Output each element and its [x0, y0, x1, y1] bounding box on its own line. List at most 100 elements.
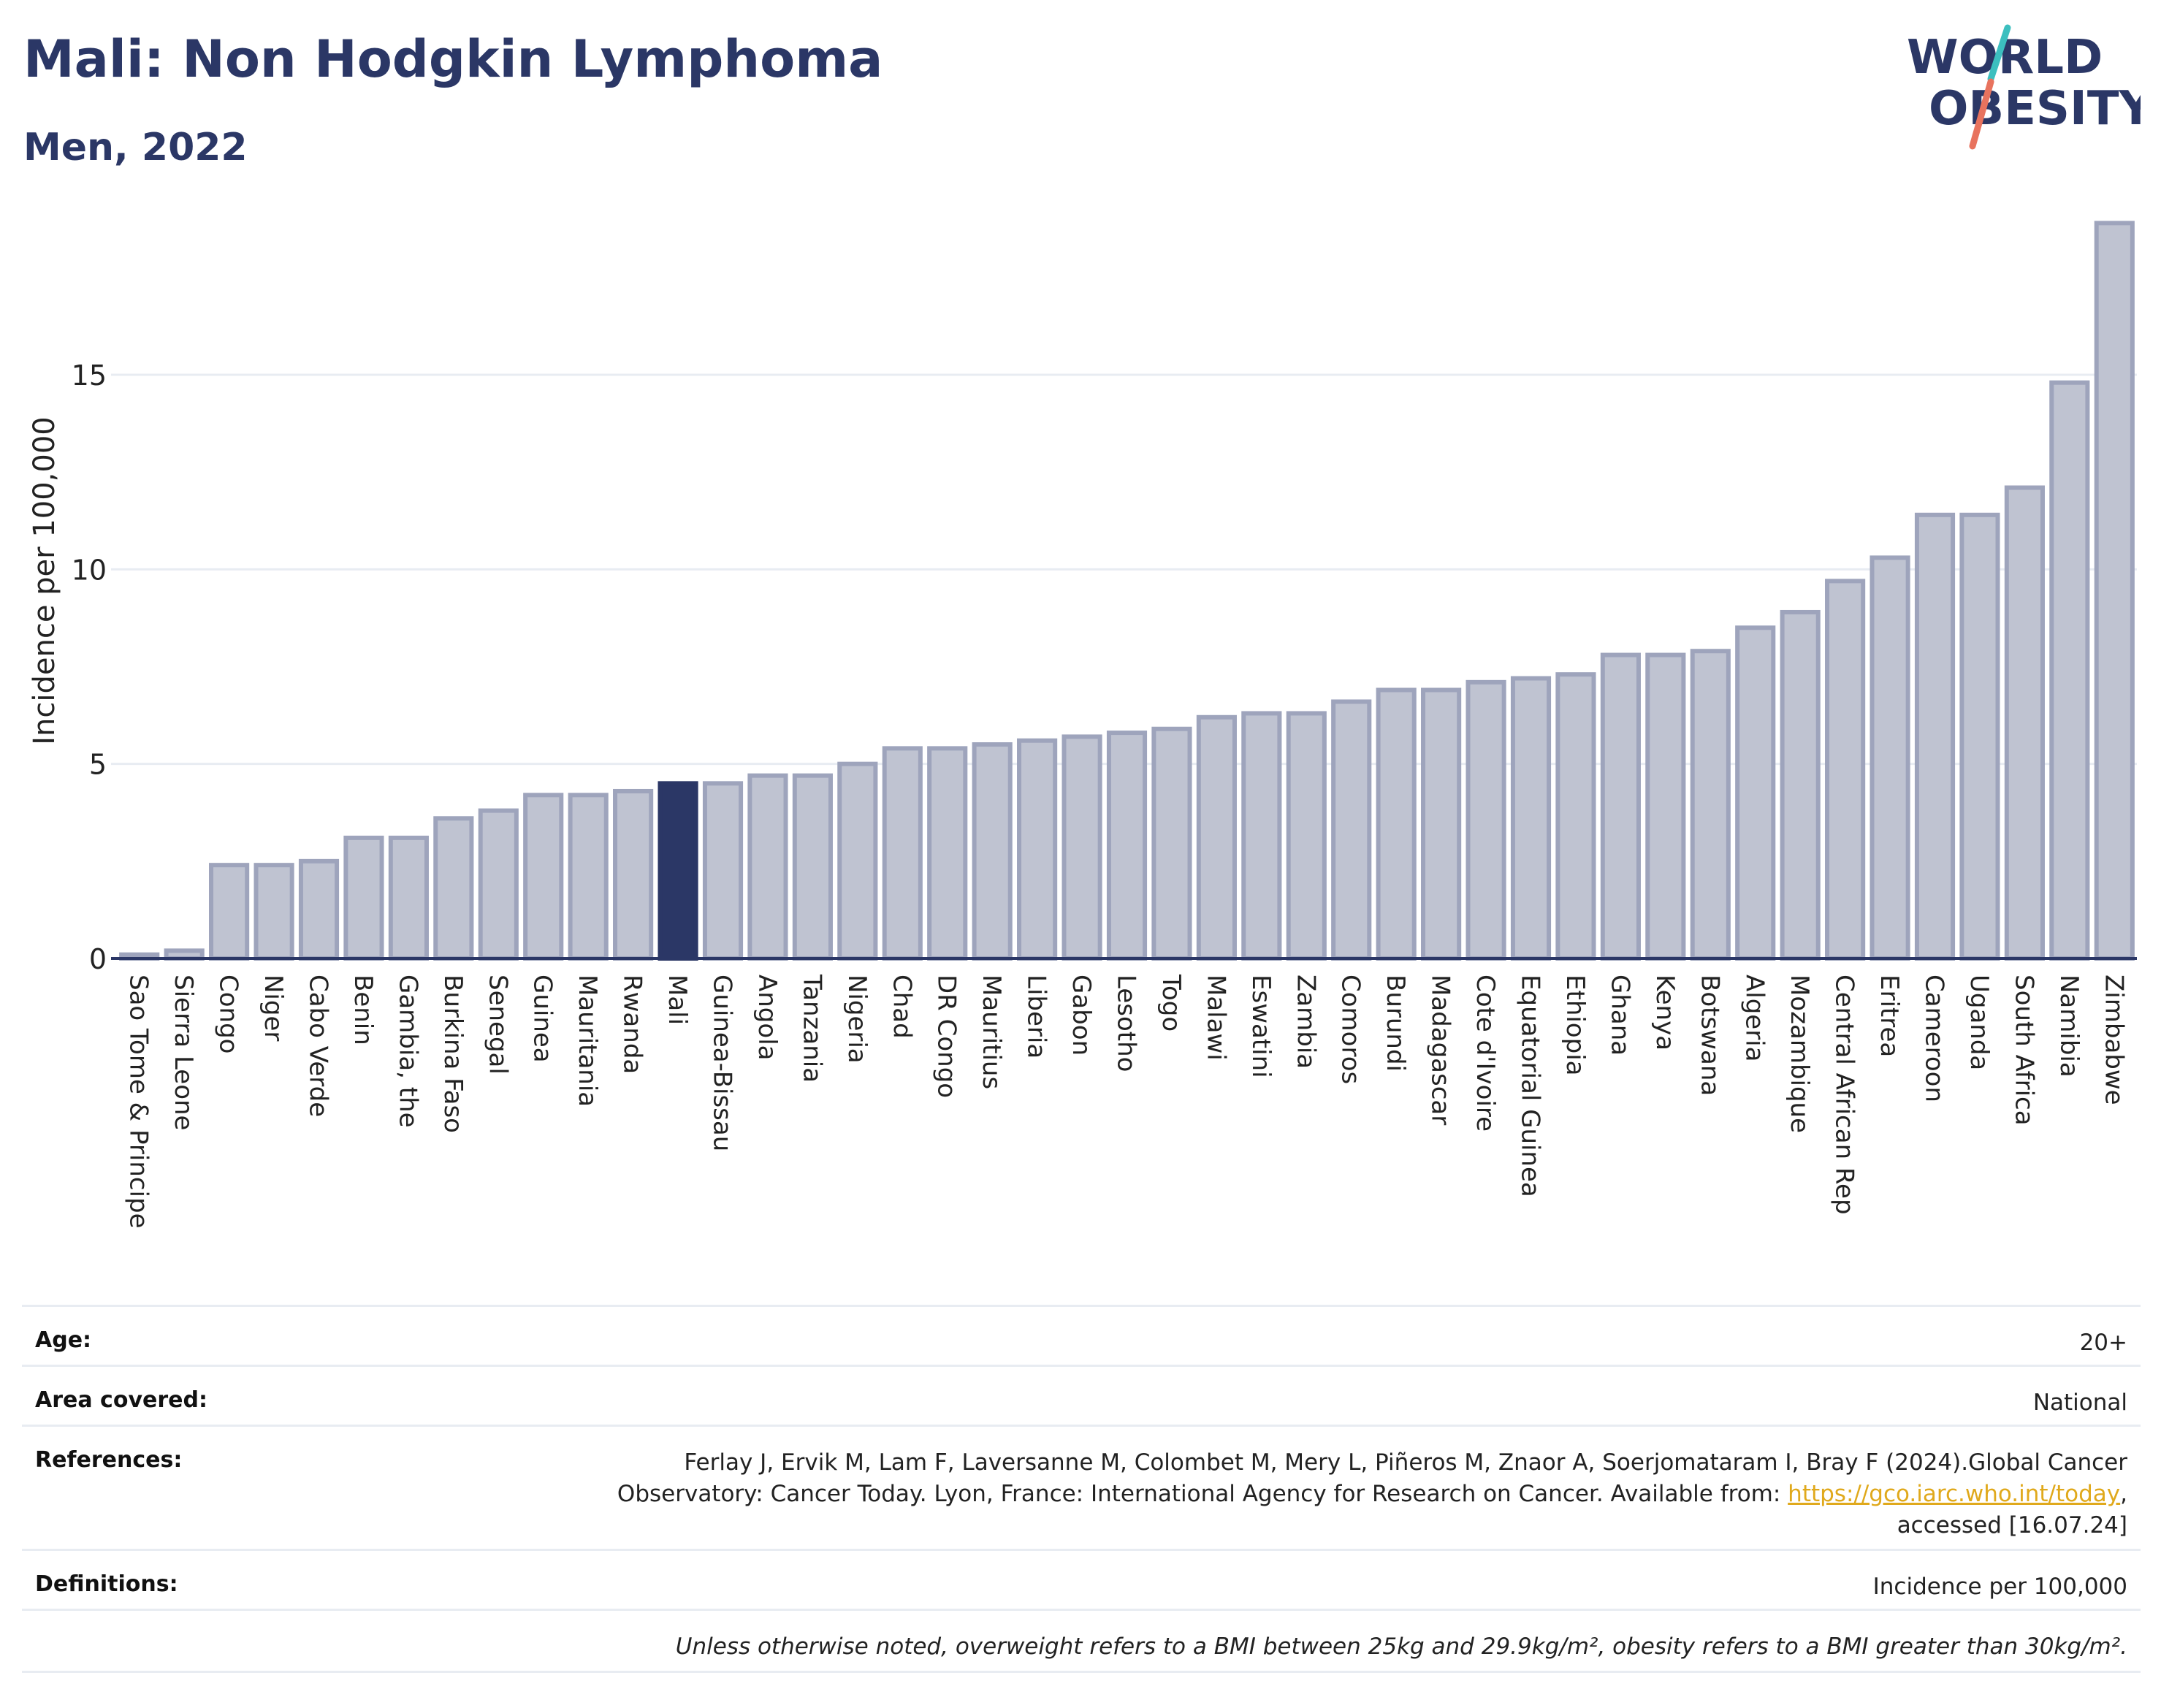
bar-equatorial-guinea — [1510, 676, 1552, 961]
bar-ghana — [1600, 652, 1641, 961]
bar-nigeria — [837, 761, 878, 961]
x-tick-label: Eritrea — [1875, 975, 1904, 1057]
bar-cote-d-ivoire — [1466, 679, 1506, 961]
chart-title: Mali: Non Hodgkin Lymphoma — [23, 29, 883, 89]
x-tick-label: Cameroon — [1920, 975, 1949, 1102]
bar-mauritania — [568, 793, 609, 961]
x-tick-label: Tanzania — [797, 974, 826, 1083]
info-row-age: Age: 20+ — [22, 1305, 2141, 1365]
bar-liberia — [1017, 738, 1058, 961]
info-row-definitions: Definitions: Incidence per 100,000 — [22, 1549, 2141, 1609]
x-tick-label: Equatorial Guinea — [1516, 975, 1545, 1197]
bar-uganda — [1959, 512, 2000, 961]
bar-central-african-rep — [1825, 579, 1866, 961]
x-tick-label: South Africa — [2009, 975, 2038, 1126]
bar-south-africa — [2004, 485, 2045, 961]
chart-subtitle: Men, 2022 — [23, 126, 248, 169]
x-tick-label: Algeria — [1740, 975, 1769, 1061]
x-tick-label: Mozambique — [1785, 975, 1814, 1133]
x-tick-label: Madagascar — [1426, 975, 1455, 1125]
bar-benin — [343, 835, 384, 961]
bar-namibia — [2049, 380, 2090, 961]
y-axis-label: Incidence per 100,000 — [28, 416, 61, 745]
x-tick-label: Gambia, the — [393, 975, 422, 1128]
x-tick-label: Niger — [259, 975, 288, 1041]
x-tick-label: Gabon — [1067, 975, 1096, 1056]
x-tick-label: Liberia — [1022, 975, 1051, 1059]
x-tick-label: Lesotho — [1112, 975, 1141, 1072]
bar-mauritius — [972, 742, 1013, 961]
bar-burundi — [1376, 687, 1417, 961]
logo-slash-teal — [1987, 24, 2011, 83]
bar-rwanda — [613, 788, 654, 961]
x-tick-label: Rwanda — [618, 975, 647, 1074]
bar-dr-congo — [927, 746, 968, 961]
x-tick-label: Togo — [1156, 974, 1186, 1032]
y-tick-label: 15 — [72, 359, 107, 392]
bar-botswana — [1690, 649, 1731, 961]
x-tick-label: Central African Rep — [1830, 975, 1859, 1215]
info-row-note: Unless otherwise noted, overweight refer… — [22, 1609, 2141, 1673]
x-tick-label: Angola — [752, 975, 782, 1060]
bar-chad — [882, 746, 923, 961]
info-row-references: References: Ferlay J, Ervik M, Lam F, La… — [22, 1425, 2141, 1549]
bar-congo — [209, 863, 250, 961]
x-tick-label: Senegal — [483, 975, 512, 1075]
x-tick-label: Comoros — [1336, 975, 1365, 1084]
logo-slash-coral — [1969, 78, 1994, 150]
world-obesity-logo: WORLD OBESITY — [1907, 24, 2141, 150]
x-tick-label: Congo — [214, 975, 243, 1053]
references-line2-end: , — [2120, 1481, 2127, 1507]
x-tick-label: Mauritania — [573, 975, 602, 1107]
x-tick-label: Ethiopia — [1560, 975, 1590, 1075]
bar-niger — [254, 863, 294, 961]
bmi-note: Unless otherwise noted, overweight refer… — [675, 1633, 2127, 1660]
bar-mali — [658, 781, 698, 961]
bar-guinea-bissau — [702, 781, 744, 961]
bar-gabon — [1062, 734, 1102, 961]
logo-text-obesity: OBESITY — [1929, 82, 2141, 136]
references-line3: accessed [16.07.24] — [1897, 1512, 2127, 1539]
axes: 0 5 10 15 Sao Tome & Principe Sierra Leone Con… — [72, 359, 2137, 1229]
x-tick-label: Burkina Faso — [438, 975, 468, 1133]
bar-togo — [1151, 726, 1192, 961]
age-label: Age: — [35, 1327, 92, 1353]
references-link[interactable]: https://gco.iarc.who.int/today — [1788, 1481, 2121, 1507]
references-label: References: — [35, 1447, 183, 1473]
bar-senegal — [478, 808, 519, 961]
x-tick-label: Sierra Leone — [169, 975, 198, 1130]
x-tick-label: Sao Tome & Principe — [124, 975, 153, 1229]
x-tick-label: Mauritius — [977, 975, 1006, 1089]
definitions-value: Incidence per 100,000 — [1872, 1574, 2127, 1600]
bar-chart: 0 5 10 15 Sao Tome & Principe Sierra Leone Con… — [28, 221, 2137, 1229]
x-tick-label: Guinea — [528, 975, 557, 1063]
definitions-label: Definitions: — [35, 1571, 178, 1597]
x-tick-label: DR Congo — [932, 975, 961, 1098]
bar-burkina-faso — [433, 816, 474, 961]
x-tick-label: Zimbabwe — [2099, 975, 2128, 1105]
bar-gambia-the — [388, 835, 429, 961]
x-tick-label: Burundi — [1381, 975, 1410, 1072]
age-value: 20+ — [2079, 1330, 2127, 1356]
bar-mozambique — [1780, 609, 1821, 961]
x-tick-label: Benin — [348, 975, 378, 1045]
x-tick-label: Ghana — [1605, 975, 1634, 1056]
bars — [119, 221, 2135, 961]
x-tick-label: Cabo Verde — [304, 975, 333, 1117]
references-line1: Ferlay J, Ervik M, Lam F, Laversanne M, … — [684, 1449, 2127, 1476]
bar-comoros — [1331, 699, 1372, 961]
x-tick-label: Cote d'Ivoire — [1471, 975, 1500, 1132]
bar-lesotho — [1106, 731, 1148, 961]
x-tick-label: Zambia — [1291, 975, 1320, 1069]
bar-madagascar — [1421, 687, 1462, 961]
x-tick-label: Uganda — [1964, 975, 1994, 1070]
bar-angola — [747, 773, 788, 961]
bar-cameroon — [1914, 512, 1956, 961]
x-tick-label: Mali — [663, 975, 692, 1025]
bar-kenya — [1645, 652, 1686, 961]
bar-eswatini — [1241, 711, 1282, 961]
bar-eritrea — [1870, 555, 1910, 961]
x-tick-label: Namibia — [2054, 975, 2084, 1078]
bar-malawi — [1196, 714, 1237, 961]
bar-ethiopia — [1555, 672, 1596, 961]
